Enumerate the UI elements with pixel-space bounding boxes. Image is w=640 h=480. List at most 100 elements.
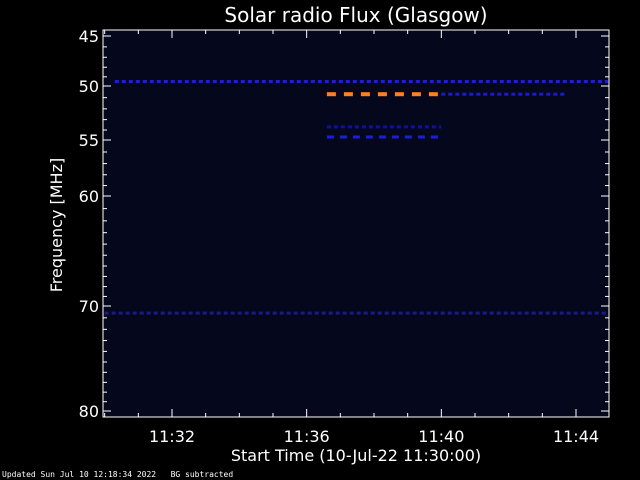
band-segment (340, 125, 345, 129)
band-segment (464, 80, 469, 83)
band-segment (205, 80, 210, 83)
band-segment (538, 311, 543, 315)
band-segment (349, 311, 354, 315)
band-segment (314, 311, 319, 315)
band-segment (433, 311, 438, 315)
band-segment (461, 311, 466, 315)
band-segment (511, 92, 516, 96)
band-segment (417, 125, 422, 129)
band-segment (268, 80, 273, 83)
band-segment (191, 80, 196, 83)
band-segment (343, 92, 353, 97)
band-segment (539, 92, 544, 96)
band-segment (279, 311, 284, 315)
band-segment (404, 135, 412, 139)
band-segment (424, 125, 429, 129)
x-tick-label: 11:36 (284, 427, 330, 446)
band-segment (230, 311, 235, 315)
band-segment (219, 80, 224, 83)
band-segment (365, 135, 373, 139)
band-segment (559, 311, 564, 315)
band-segment (216, 311, 221, 315)
band-segment (177, 80, 182, 83)
band-segment (541, 80, 546, 83)
band-segment (441, 92, 446, 96)
band-segment (384, 311, 389, 315)
band-segment (394, 80, 399, 83)
band-segment (254, 80, 259, 83)
spectral-band (326, 135, 438, 139)
band-segment (490, 92, 495, 96)
band-segment (469, 92, 474, 96)
band-segment (188, 311, 193, 315)
chart-title: Solar radio Flux (Glasgow) (224, 3, 487, 27)
band-segment (394, 92, 404, 97)
band-segment (426, 311, 431, 315)
band-segment (552, 311, 557, 315)
band-segment (548, 80, 553, 83)
y-axis-label: Frequency [MHz] (47, 158, 66, 292)
bg-subtracted-note: BG subtracted (170, 470, 234, 479)
band-segment (601, 311, 606, 315)
band-segment (342, 311, 347, 315)
spectral-band (104, 311, 606, 315)
band-segment (354, 125, 359, 129)
band-segment (455, 92, 460, 96)
y-tick-label: 70 (79, 297, 99, 316)
band-segment (482, 311, 487, 315)
band-segment (553, 92, 558, 96)
band-segment (328, 311, 333, 315)
band-segment (527, 80, 532, 83)
band-segment (520, 80, 525, 83)
band-segment (170, 80, 175, 83)
band-segment (286, 311, 291, 315)
band-segment (167, 311, 172, 315)
band-segment (412, 311, 417, 315)
band-segment (352, 135, 360, 139)
band-segment (436, 80, 441, 83)
x-axis-label: Start Time (10-Jul-22 11:30:00) (231, 446, 481, 465)
band-segment (387, 80, 392, 83)
band-segment (163, 80, 168, 83)
band-segment (398, 311, 403, 315)
band-segment (422, 80, 427, 83)
band-segment (546, 92, 551, 96)
band-segment (251, 311, 256, 315)
y-tick-label: 55 (79, 131, 99, 150)
band-segment (153, 311, 158, 315)
band-segment (396, 125, 401, 129)
band-segment (338, 80, 343, 83)
band-segment (296, 80, 301, 83)
band-segment (428, 92, 438, 97)
band-segment (555, 80, 560, 83)
band-segment (237, 311, 242, 315)
band-segment (135, 80, 140, 83)
band-segment (517, 311, 522, 315)
footer-status: Updated Sun Jul 10 12:18:34 2022 BG subt… (2, 470, 233, 479)
band-segment (128, 80, 133, 83)
band-segment (380, 80, 385, 83)
band-segment (510, 311, 515, 315)
band-segment (275, 80, 280, 83)
band-segment (293, 311, 298, 315)
band-segment (485, 80, 490, 83)
band-segment (307, 311, 312, 315)
band-segment (590, 80, 595, 83)
band-segment (438, 125, 442, 129)
band-segment (209, 311, 214, 315)
band-segment (454, 311, 459, 315)
band-segment (597, 80, 602, 83)
band-segment (361, 125, 366, 129)
band-segment (132, 311, 137, 315)
band-segment (265, 311, 270, 315)
band-segment (475, 311, 480, 315)
band-segment (368, 125, 373, 129)
spectral-band (326, 92, 438, 97)
band-segment (419, 311, 424, 315)
band-segment (233, 80, 238, 83)
band-segment (104, 311, 109, 315)
band-segment (429, 80, 434, 83)
band-segment (282, 80, 287, 83)
band-segment (378, 135, 386, 139)
band-segment (496, 311, 501, 315)
